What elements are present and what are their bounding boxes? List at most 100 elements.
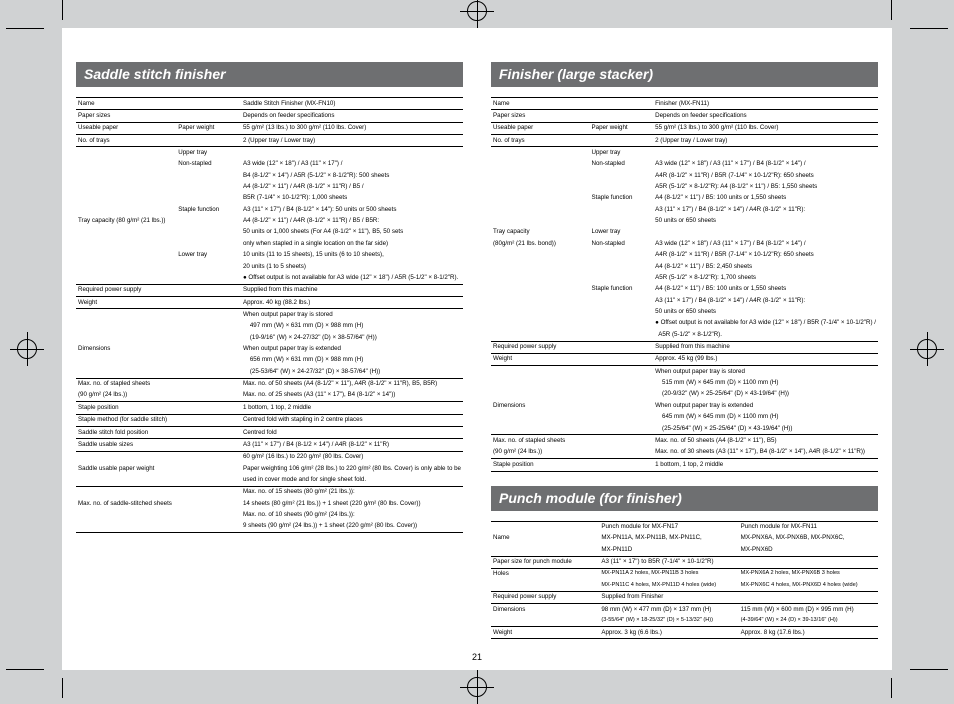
spec-sublabel: Approx. 3 kg (6.6 lbs.) <box>599 627 738 639</box>
spec-sublabel <box>590 459 654 471</box>
spec-label <box>491 204 590 215</box>
section-header-punch: Punch module (for finisher) <box>491 486 878 511</box>
table-row: only when stapled in a single location o… <box>76 238 463 249</box>
spec-label <box>76 309 176 321</box>
spec-sublabel: Upper tray <box>590 147 654 159</box>
spec-label <box>491 366 590 378</box>
spec-sublabel <box>590 135 654 147</box>
table-row: Paper sizesDepends on feeder specificati… <box>76 110 463 122</box>
right-column: Finisher (large stacker) NameFinisher (M… <box>491 62 878 644</box>
spec-value: A3 (11" × 17") / B4 (8-1/2 × 14") / A4R … <box>241 439 463 451</box>
spec-sublabel <box>590 98 654 110</box>
spec-value: B4 (8-1/2" × 14") / A5R (5-1/2" × 8-1/2"… <box>241 170 463 181</box>
spec-label: Staple position <box>76 402 176 414</box>
spec-value: Max. no. of 15 sheets (80 g/m² (21 lbs.)… <box>241 486 463 498</box>
spec-value <box>241 147 463 159</box>
table-row: Tray capacityLower tray <box>491 227 878 238</box>
spec-label: Paper size for punch module <box>491 556 599 568</box>
spec-value: A3 (11" × 17") to B5R (7-1/4" × 10-1/2"R… <box>599 556 878 568</box>
spec-sublabel <box>176 284 241 296</box>
table-row: Required power supplySupplied from this … <box>491 341 878 353</box>
spec-sublabel <box>176 366 241 378</box>
spec-sublabel <box>176 238 241 249</box>
table-row: 50 units or 1,000 sheets (For A4 (8-1/2"… <box>76 227 463 238</box>
table-row: A3 (11" × 17") / B4 (8-1/2" × 14") / A4R… <box>491 204 878 215</box>
spec-sublabel <box>176 521 241 533</box>
table-row: Staple position1 bottom, 1 top, 2 middle <box>491 459 878 471</box>
spec-label: Saddle usable paper weight <box>76 463 176 474</box>
spec-sublabel <box>590 182 654 193</box>
spec-label <box>491 306 590 317</box>
spec-label <box>76 475 176 487</box>
spec-sublabel: MX-PN11C 4 holes, MX-PN11D 4 holes (wide… <box>599 580 738 591</box>
spec-sublabel <box>176 344 241 355</box>
spec-sublabel: Non-stapled <box>590 238 654 249</box>
spec-label <box>76 204 176 215</box>
spec-sublabel <box>176 98 241 110</box>
table-row: (3-55/64" (W) × 18-25/32" (D) × 5-13/32"… <box>491 616 878 627</box>
table-row: When output paper tray is stored <box>76 309 463 321</box>
table-row: A5R (5-1/2" × 8-1/2"R). <box>491 329 878 341</box>
spec-label: (90 g/m² (24 lbs.)) <box>76 390 176 402</box>
spec-value: A5R (5-1/2" × 8-1/2"R): 1,700 sheets <box>653 272 878 283</box>
table-row: Max. no. of saddle-stitched sheets14 she… <box>76 498 463 509</box>
spec-label: (80g/m² (21 lbs. bond)) <box>491 238 590 249</box>
spec-value: A3 (11" × 17") / B4 (8-1/2" × 14") / A4R… <box>653 204 878 215</box>
spec-sublabel <box>590 329 654 341</box>
spec-value: A3 wide (12" × 18") / A3 (11" × 17") / <box>241 159 463 170</box>
table-row: DimensionsWhen output paper tray is exte… <box>491 400 878 411</box>
spec-value: Depends on feeder specifications <box>653 110 878 122</box>
spec-value: A5R (5-1/2" × 8-1/2"R). <box>653 329 878 341</box>
spec-value: 60 g/m² (16 lbs.) to 220 g/m² (80 lbs. C… <box>241 451 463 463</box>
spec-label: Required power supply <box>491 341 590 353</box>
spec-sublabel <box>176 390 241 402</box>
spec-label <box>491 412 590 423</box>
spec-sublabel <box>590 412 654 423</box>
spec-value: When output paper tray is stored <box>653 366 878 378</box>
section-header-saddle: Saddle stitch finisher <box>76 62 463 87</box>
spec-sublabel <box>176 378 241 390</box>
spec-label <box>76 272 176 284</box>
spec-value: A4 (8-1/2" × 11") / B5: 2,450 sheets <box>653 261 878 272</box>
spec-label: Required power supply <box>491 591 599 603</box>
spec-value: A4 (8-1/2" × 11") / B5: 100 units or 1,5… <box>653 193 878 204</box>
table-row: ● Offset output is not available for A3 … <box>76 272 463 284</box>
spec-sublabel <box>176 451 241 463</box>
table-row: Useable paperPaper weight55 g/m² (13 lbs… <box>491 122 878 134</box>
spec-value: (25-25/64" (W) × 25-25/64" (D) × 43-19/6… <box>653 423 878 435</box>
table-row: MX-PN11DMX-PNX6D <box>491 544 878 556</box>
spec-value <box>653 147 878 159</box>
table-row: Staple functionA3 (11" × 17") / B4 (8-1/… <box>76 204 463 215</box>
table-row: Max. no. of 15 sheets (80 g/m² (21 lbs.)… <box>76 486 463 498</box>
table-row: Required power supplySupplied from Finis… <box>491 591 878 603</box>
spec-label <box>76 261 176 272</box>
spec-value: When output paper tray is extended <box>241 344 463 355</box>
spec-value: Approx. 8 kg (17.6 lbs.) <box>739 627 878 639</box>
spec-label: Required power supply <box>76 284 176 296</box>
table-row: 60 g/m² (16 lbs.) to 220 g/m² (80 lbs. C… <box>76 451 463 463</box>
spec-sublabel <box>590 353 654 365</box>
spec-label <box>491 378 590 389</box>
table-row: No. of trays2 (Upper tray / Lower tray) <box>491 135 878 147</box>
spec-value: Supplied from this machine <box>241 284 463 296</box>
spec-value: (4-39/64" (W) × 24 (D) × 39-13/16" (H)) <box>739 616 878 627</box>
spec-label: Paper sizes <box>491 110 590 122</box>
table-row: Non-stapledA3 wide (12" × 18") / A3 (11"… <box>491 159 878 170</box>
spec-value: Max. no. of 50 sheets (A4 (8-1/2" × 11")… <box>241 378 463 390</box>
spec-sublabel <box>590 272 654 283</box>
table-row: Paper size for punch moduleA3 (11" × 17"… <box>491 556 878 568</box>
spec-sublabel <box>590 250 654 261</box>
table-row: Tray capacity (80 g/m² (21 lbs.))A4 (8-1… <box>76 216 463 227</box>
spec-label: Tray capacity <box>491 227 590 238</box>
table-row: NameMX-PN11A, MX-PN11B, MX-PN11C,MX-PNX6… <box>491 533 878 544</box>
spec-value: Punch module for MX-FN11 <box>739 521 878 533</box>
spec-value: (19-9/16" (W) × 24-27/32" (D) × 38-57/64… <box>241 332 463 343</box>
left-column: Saddle stitch finisher NameSaddle Stitch… <box>76 62 463 644</box>
table-row: Punch module for MX-FN17Punch module for… <box>491 521 878 533</box>
table-row: Dimensions98 mm (W) × 477 mm (D) × 137 m… <box>491 604 878 616</box>
table-row: WeightApprox. 40 kg (88.2 lbs.) <box>76 297 463 309</box>
table-row: used in cover mode and for single sheet … <box>76 475 463 487</box>
spec-label: Weight <box>76 297 176 309</box>
table-row: A3 (11" × 17") / B4 (8-1/2" × 14") / A4R… <box>491 295 878 306</box>
spec-sublabel: Non-stapled <box>590 159 654 170</box>
